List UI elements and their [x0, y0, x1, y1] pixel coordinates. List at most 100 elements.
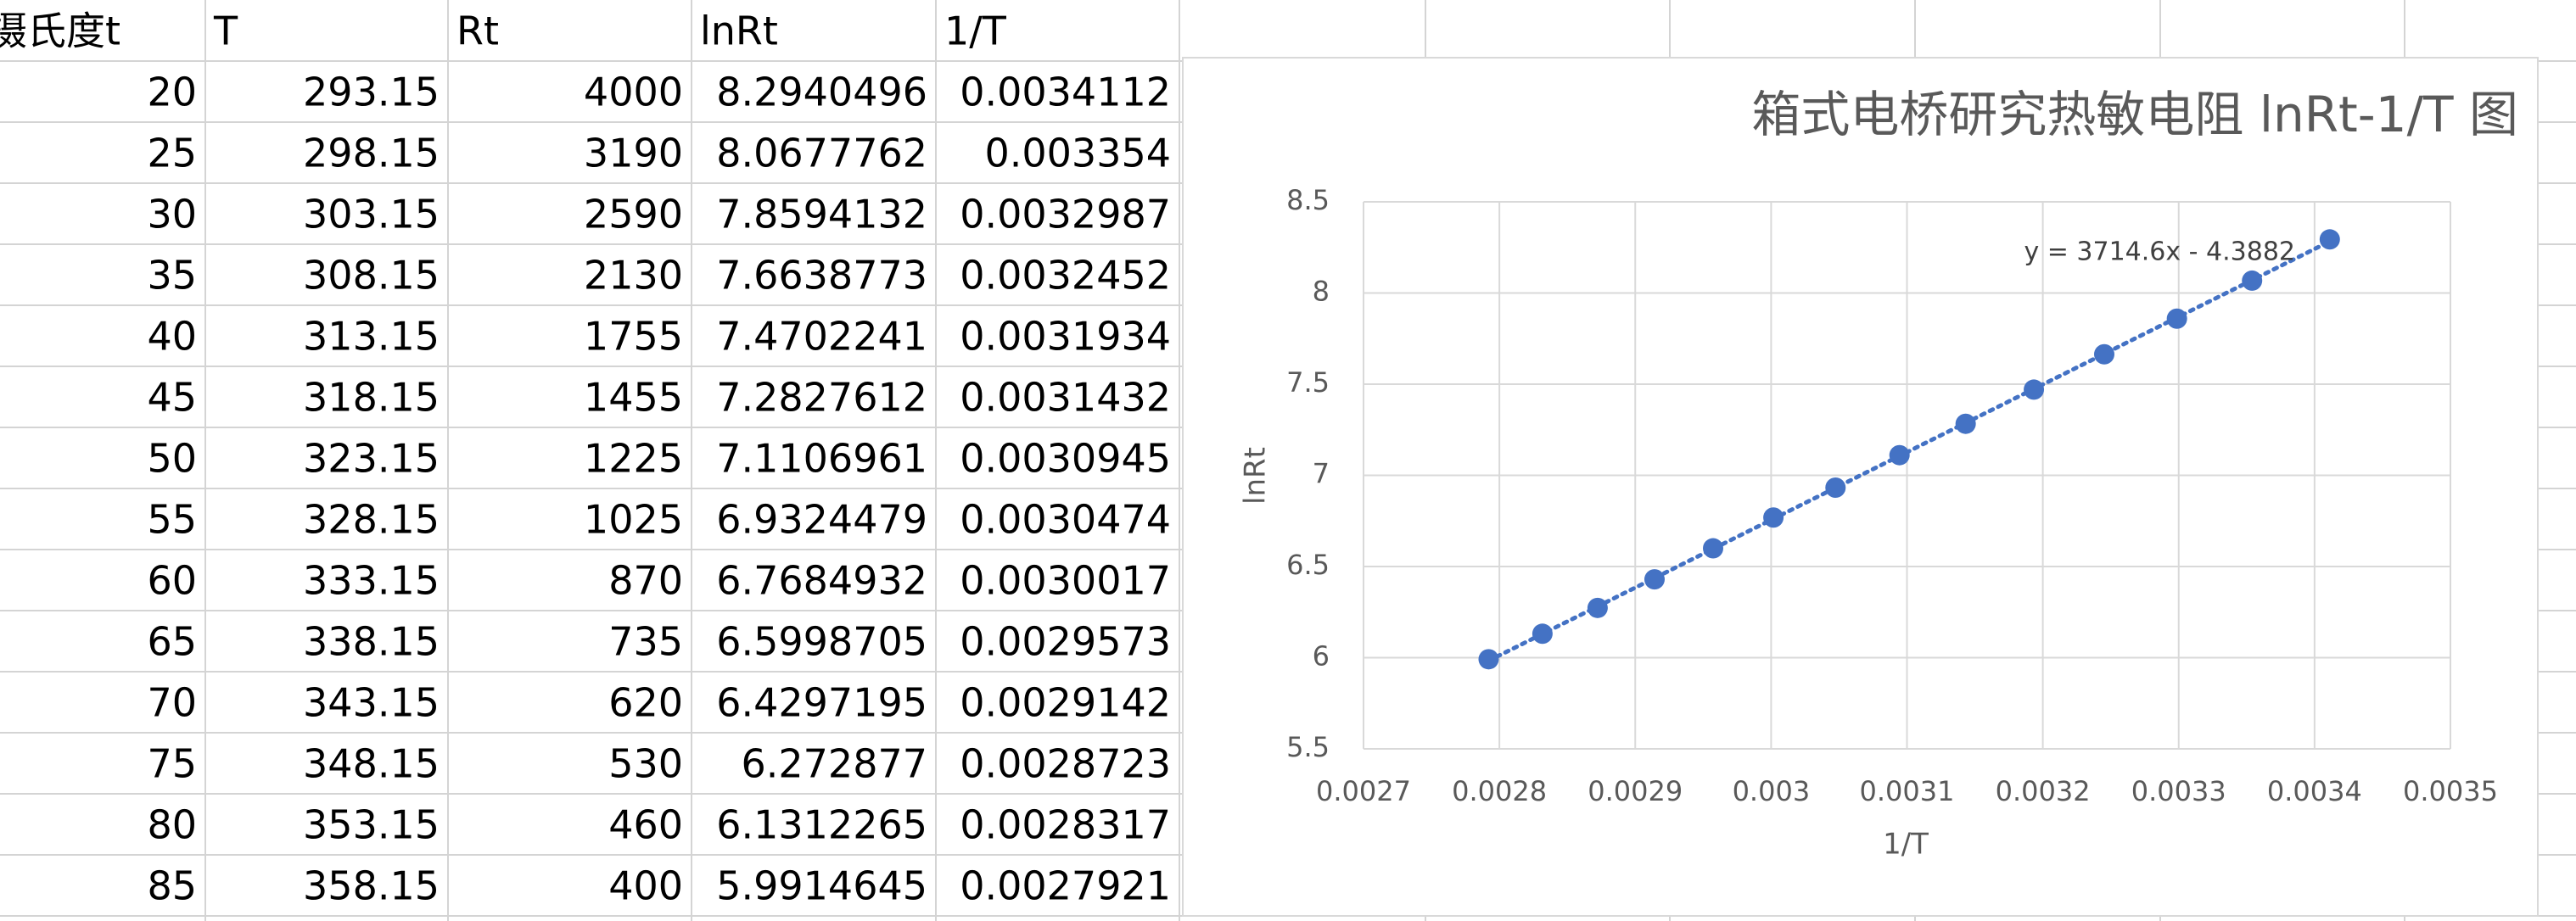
cell-value: 0.0028723 [960, 741, 1171, 787]
x-tick-label: 0.0031 [1860, 775, 1955, 807]
cell-value: 735 [608, 619, 683, 665]
data-point [2166, 308, 2187, 329]
cell-value: 353.15 [303, 802, 440, 848]
column-header: 摄氏度t [0, 8, 120, 54]
cell-value: 20 [147, 70, 197, 115]
cell-value: 30 [147, 192, 197, 237]
data-point [1889, 444, 1910, 466]
column-header: lnRt [700, 8, 778, 54]
cell-value: 7.4702241 [716, 314, 927, 360]
cell-value: 298.15 [303, 131, 440, 176]
cell-value: 343.15 [303, 680, 440, 726]
data-point [1478, 649, 1499, 670]
chart: 箱式电桥研究热敏电阻 lnRt-1/T 图 1/T lnRt 5.5 6 6.5 7 7… [1239, 86, 2519, 861]
y-tick-label: 6.5 [1286, 549, 1330, 581]
y-axis-label: lnRt [1239, 447, 1273, 505]
y-tick-label: 6 [1313, 640, 1330, 673]
cell-value: 328.15 [303, 497, 440, 543]
cell-value: 400 [608, 863, 683, 909]
data-point [1703, 538, 1724, 559]
x-tick-label: 0.0034 [2267, 775, 2362, 807]
cell-value: 333.15 [303, 558, 440, 604]
cell-value: 55 [147, 497, 197, 543]
cell-value: 6.9324479 [716, 497, 927, 543]
cell-value: 0.0032452 [960, 253, 1171, 299]
cell-value: 65 [147, 619, 197, 665]
cell-value: 40 [147, 314, 197, 360]
cell-value: 1225 [584, 436, 683, 482]
cell-value: 0.0029573 [960, 619, 1171, 665]
cell-value: 0.003354 [985, 131, 1172, 176]
cell-value: 50 [147, 436, 197, 482]
cell-value: 8.0677762 [716, 131, 927, 176]
data-point [1587, 597, 1608, 618]
chart-title: 箱式电桥研究热敏电阻 lnRt-1/T 图 [1751, 86, 2518, 143]
cell-value: 7.8594132 [716, 192, 927, 237]
y-tick-label: 8.5 [1286, 184, 1330, 216]
y-tick-label: 7.5 [1286, 366, 1330, 399]
data-point [1763, 507, 1784, 528]
data-point [2024, 379, 2045, 400]
y-tick-label: 7 [1313, 458, 1330, 490]
data-point [2242, 270, 2263, 291]
cell-value: 35 [147, 253, 197, 299]
y-tick-label: 5.5 [1286, 731, 1330, 763]
x-tick-label: 0.0032 [1996, 775, 2091, 807]
cell-value: 0.0029142 [960, 680, 1171, 726]
cell-value: 6.5998705 [716, 619, 927, 665]
cell-value: 0.0027921 [960, 863, 1171, 909]
cell-value: 338.15 [303, 619, 440, 665]
x-tick-label: 0.0027 [1316, 775, 1411, 807]
cell-value: 6.4297195 [716, 680, 927, 726]
cell-value: 620 [608, 680, 683, 726]
column-header: Rt [456, 8, 499, 54]
x-tick-label: 0.0035 [2403, 775, 2498, 807]
cell-value: 293.15 [303, 70, 440, 115]
cell-value: 1755 [584, 314, 683, 360]
cell-value: 1455 [584, 375, 683, 421]
trendline [1486, 239, 2332, 663]
cell-value: 8.2940496 [716, 70, 927, 115]
cell-value: 7.1106961 [716, 436, 927, 482]
cell-value: 7.6638773 [716, 253, 927, 299]
cell-value: 60 [147, 558, 197, 604]
cell-value: 75 [147, 741, 197, 787]
data-point [2094, 343, 2115, 365]
cell-value: 0.0031934 [960, 314, 1171, 360]
cell-value: 85 [147, 863, 197, 909]
data-point [1644, 569, 1665, 590]
column-header: T [213, 8, 238, 54]
x-axis-label: 1/T [1883, 828, 1929, 862]
chart-area[interactable] [1182, 57, 2539, 917]
cell-value: 0.0030945 [960, 436, 1171, 482]
trendline-label: y = 3714.6x - 4.3882 [2024, 237, 2295, 267]
cell-value: 6.272877 [742, 741, 928, 787]
cell-value: 25 [147, 131, 197, 176]
cell-value: 4000 [584, 70, 683, 115]
cell-value: 7.2827612 [716, 375, 927, 421]
column-header: 1/T [944, 8, 1007, 54]
y-tick-label: 8 [1313, 276, 1330, 308]
cell-value: 303.15 [303, 192, 440, 237]
cell-value: 2590 [584, 192, 683, 237]
cell-value: 323.15 [303, 436, 440, 482]
cell-value: 358.15 [303, 863, 440, 909]
cell-value: 313.15 [303, 314, 440, 360]
cell-value: 460 [608, 802, 683, 848]
cell-value: 6.7684932 [716, 558, 927, 604]
cell-value: 0.0028317 [960, 802, 1171, 848]
cell-value: 2130 [584, 253, 683, 299]
cell-value: 0.0030474 [960, 497, 1171, 543]
cell-value: 70 [147, 680, 197, 726]
data-point [1532, 623, 1553, 645]
cell-value: 80 [147, 802, 197, 848]
x-tick-label: 0.0033 [2131, 775, 2226, 807]
cell-value: 6.1312265 [716, 802, 927, 848]
x-tick-label: 0.0029 [1588, 775, 1683, 807]
cell-value: 0.0031432 [960, 375, 1171, 421]
x-tick-label: 0.003 [1733, 775, 1811, 807]
cell-value: 318.15 [303, 375, 440, 421]
x-tick-label: 0.0028 [1452, 775, 1547, 807]
cell-value: 0.0034112 [960, 70, 1171, 115]
